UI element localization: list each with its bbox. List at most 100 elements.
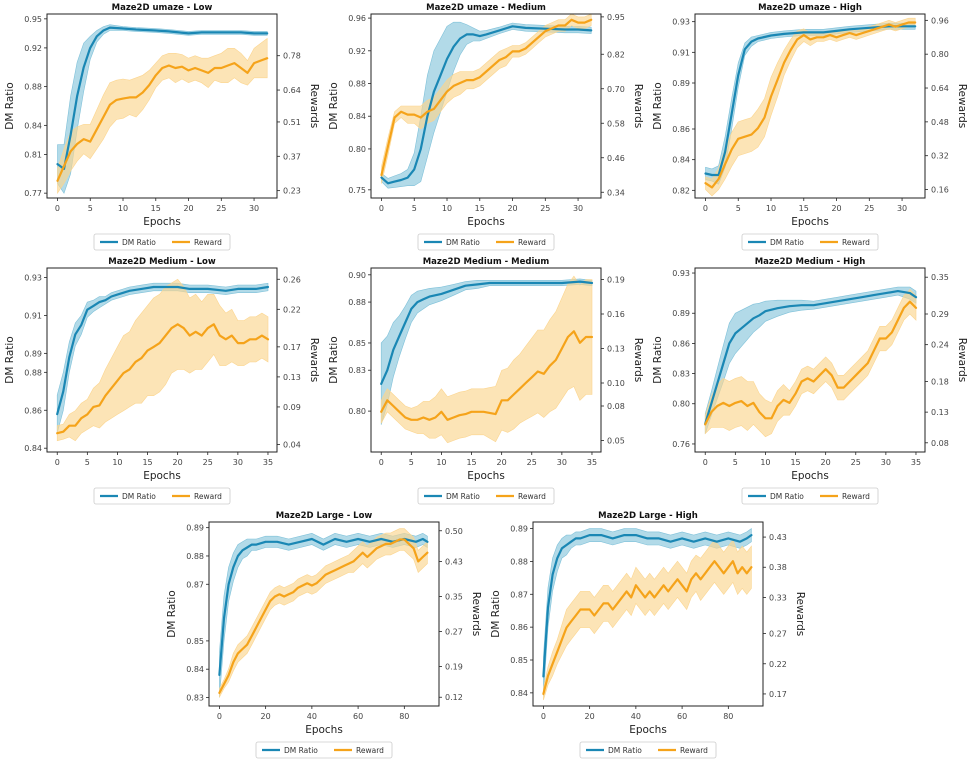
legend-box bbox=[417, 233, 555, 251]
dm-ratio-band bbox=[381, 21, 592, 189]
y2-tick-label: 0.51 bbox=[283, 118, 301, 127]
x-axis-label: Epochs bbox=[791, 216, 829, 228]
x-tick-label: 5 bbox=[88, 204, 93, 213]
y-tick-label: 0.84 bbox=[186, 665, 204, 674]
y-tick-label: 0.75 bbox=[348, 186, 366, 195]
y2-tick-label: 0.35 bbox=[931, 273, 949, 282]
series-group bbox=[380, 14, 593, 189]
x-tick-label: 40 bbox=[307, 712, 317, 721]
plot-frame bbox=[46, 13, 278, 199]
x-tick-label: 15 bbox=[790, 458, 800, 467]
y2-tick-label: 0.05 bbox=[607, 437, 625, 446]
y2-tick-label: 0.10 bbox=[607, 379, 625, 388]
x-tick-label: 30 bbox=[573, 204, 583, 213]
x-tick-label: 0 bbox=[541, 712, 546, 721]
x-tick-label: 60 bbox=[353, 712, 363, 721]
reward-line bbox=[380, 18, 593, 177]
x-tick-label: 25 bbox=[851, 458, 861, 467]
y-tick-label: 0.91 bbox=[672, 48, 690, 57]
y-tick-label: 0.89 bbox=[510, 525, 528, 534]
y-tick-label: 0.93 bbox=[672, 18, 690, 27]
y2-tick-label: 0.33 bbox=[769, 593, 787, 602]
dm-ratio-line bbox=[218, 537, 429, 677]
x-axis-label: Epochs bbox=[143, 470, 181, 482]
x-axis-label: Epochs bbox=[791, 470, 829, 482]
y-tick-label: 0.88 bbox=[510, 557, 528, 566]
legend-dm-label: DM Ratio bbox=[446, 492, 480, 501]
y-tick-label: 0.77 bbox=[24, 189, 42, 198]
y2-tick-label: 0.78 bbox=[283, 52, 301, 61]
reward-line bbox=[56, 57, 269, 182]
y-axis-label: DM Ratio bbox=[328, 82, 340, 129]
chart-title: Maze2D umaze - Low bbox=[112, 3, 213, 13]
y-tick-label: 0.88 bbox=[24, 368, 42, 377]
chart-panel: Maze2D Medium - Medium 0 5 10 15 20 25 30 35 0.80… bbox=[328, 257, 644, 505]
plot-frame bbox=[532, 521, 764, 707]
series-group bbox=[56, 24, 269, 195]
x-tick-label: 10 bbox=[436, 458, 446, 467]
reward-line bbox=[704, 300, 918, 426]
y-tick-label: 0.89 bbox=[186, 524, 204, 533]
x-tick-label: 0 bbox=[379, 204, 384, 213]
y-tick-label: 0.90 bbox=[348, 271, 366, 280]
y-tick-label: 0.93 bbox=[672, 269, 690, 278]
y-tick-label: 0.96 bbox=[348, 14, 366, 23]
y-tick-label: 0.86 bbox=[672, 339, 690, 348]
chart-panel: Maze2D umaze - Low 0 5 10 15 20 25 30 0.77 0.81 0.… bbox=[4, 3, 320, 251]
legend-box bbox=[741, 487, 879, 505]
series-group bbox=[704, 17, 917, 197]
x-tick-label: 20 bbox=[497, 458, 507, 467]
y-axis-label: DM Ratio bbox=[328, 336, 340, 383]
y-axis-label: DM Ratio bbox=[652, 336, 664, 383]
x-tick-label: 20 bbox=[585, 712, 595, 721]
x-tick-label: 20 bbox=[821, 458, 831, 467]
dm-ratio-band bbox=[219, 532, 428, 698]
x-tick-label: 15 bbox=[475, 204, 485, 213]
y-tick-label: 0.91 bbox=[24, 311, 42, 320]
legend-reward-label: Reward bbox=[356, 746, 384, 755]
reward-line bbox=[56, 323, 270, 435]
y-tick-label: 0.89 bbox=[672, 309, 690, 318]
y-axis-label: DM Ratio bbox=[4, 336, 16, 383]
dm-ratio-line bbox=[704, 25, 917, 177]
y2-axis-label: Rewards bbox=[470, 592, 482, 637]
x-tick-label: 80 bbox=[723, 712, 733, 721]
y2-tick-label: 0.64 bbox=[283, 86, 301, 95]
y-tick-label: 0.92 bbox=[24, 44, 42, 53]
y-tick-label: 0.85 bbox=[510, 656, 528, 665]
y2-tick-label: 0.32 bbox=[931, 152, 949, 161]
x-tick-label: 20 bbox=[507, 204, 517, 213]
y-axis-label: DM Ratio bbox=[490, 590, 502, 637]
series-group bbox=[380, 275, 594, 444]
legend: DM Ratio Reward bbox=[741, 487, 879, 505]
reward-band bbox=[705, 17, 916, 197]
plot-frame bbox=[370, 13, 602, 199]
legend-dm-label: DM Ratio bbox=[446, 238, 480, 247]
y2-axis-label: Rewards bbox=[308, 338, 320, 383]
series-group bbox=[704, 286, 918, 438]
x-axis-label: Epochs bbox=[305, 724, 343, 736]
legend-box bbox=[93, 487, 231, 505]
chart-title: Maze2D umaze - Medium bbox=[426, 3, 546, 13]
x-tick-label: 25 bbox=[527, 458, 537, 467]
legend-dm-label: DM Ratio bbox=[122, 492, 156, 501]
legend-reward-label: Reward bbox=[194, 238, 222, 247]
x-tick-label: 25 bbox=[540, 204, 550, 213]
y2-tick-label: 0.58 bbox=[607, 119, 625, 128]
x-tick-label: 10 bbox=[766, 204, 776, 213]
y-tick-label: 0.95 bbox=[24, 15, 42, 24]
x-tick-label: 10 bbox=[112, 458, 122, 467]
reward-band bbox=[543, 539, 752, 701]
legend-reward-label: Reward bbox=[194, 492, 222, 501]
x-tick-label: 40 bbox=[631, 712, 641, 721]
legend-dm-label: DM Ratio bbox=[770, 492, 804, 501]
reward-band bbox=[381, 14, 592, 184]
y2-tick-label: 0.64 bbox=[931, 84, 949, 93]
y-tick-label: 0.81 bbox=[24, 150, 42, 159]
y2-tick-label: 0.34 bbox=[607, 188, 625, 197]
y-tick-label: 0.87 bbox=[510, 590, 528, 599]
y2-tick-label: 0.12 bbox=[445, 693, 463, 702]
y-tick-label: 0.84 bbox=[348, 112, 366, 121]
plot-frame bbox=[46, 267, 278, 453]
x-axis-label: Epochs bbox=[467, 470, 505, 482]
